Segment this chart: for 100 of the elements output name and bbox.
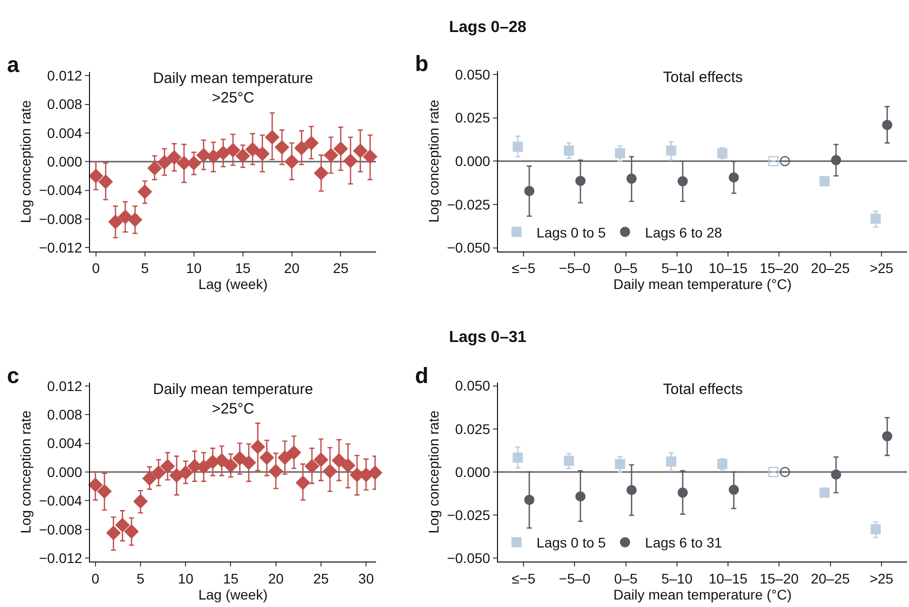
point (178, 466, 193, 480)
text: b (415, 51, 428, 76)
x-tick-label: 30 (358, 570, 374, 586)
text: Lags 0–28 (449, 19, 526, 36)
x-tick-label: 15–20 (760, 570, 799, 586)
x-axis-title: Daily mean temperature (°C) (613, 276, 792, 292)
point (314, 452, 328, 467)
text: d (415, 363, 428, 388)
y-tick-label: 0.050 (455, 66, 490, 82)
point (363, 150, 378, 164)
y-tick-label: −0.050 (446, 240, 490, 256)
point (97, 484, 112, 498)
x-tick-label: 25 (313, 570, 329, 586)
y-tick-label: −0.025 (446, 196, 490, 212)
point (353, 144, 368, 158)
point (284, 154, 299, 169)
y-tick-label: 0.025 (455, 110, 490, 126)
chart-title: Total effects (663, 69, 743, 86)
text: Daily mean temperature >25°C (153, 381, 314, 418)
point (118, 210, 132, 224)
x-tick-label: 5 (136, 570, 145, 586)
x-tick-label: 0–5 (614, 260, 638, 276)
x-tick-label: −5–0 (558, 570, 591, 586)
x-tick-label: 25 (332, 260, 349, 276)
point (106, 526, 121, 540)
legend-label: Lags 6 to 31 (645, 534, 722, 551)
y-tick-label: 0.004 (47, 124, 82, 141)
point (160, 459, 175, 474)
chart-title: Total effects (663, 381, 743, 398)
point (334, 142, 348, 156)
point (265, 130, 280, 144)
point (224, 458, 238, 473)
point (148, 161, 162, 176)
point (214, 453, 229, 468)
legend-label: Lags 0 to 5 (536, 224, 606, 240)
y-tick-label: 0.004 (47, 435, 82, 452)
y-axis-title: Log conception rate (18, 410, 34, 534)
x-tick-label: 15–20 (760, 260, 799, 276)
x-tick-label: 10 (186, 260, 202, 276)
point (88, 478, 103, 492)
x-tick-label: >25 (870, 570, 894, 586)
point (133, 494, 148, 508)
point (206, 150, 221, 164)
x-tick-label: ≤−5 (512, 260, 536, 276)
y-tick-label: −0.025 (446, 506, 490, 523)
point (286, 446, 301, 460)
point (138, 184, 152, 199)
point (196, 148, 211, 162)
x-tick-label: −5–0 (558, 260, 591, 276)
legend-label: Lags 0 to 5 (536, 534, 606, 551)
y-tick-label: −0.050 (446, 550, 490, 566)
text: c (7, 363, 20, 388)
y-tick-label: −0.008 (38, 521, 82, 538)
y-tick-label: 0.008 (47, 96, 82, 112)
point (115, 518, 130, 532)
y-tick-label: −0.008 (38, 210, 82, 227)
y-tick-label: 0.000 (455, 153, 490, 170)
x-axis-title: Daily mean temperature (°C) (613, 586, 792, 602)
point (343, 154, 358, 168)
x-tick-label: 5–10 (661, 260, 693, 276)
x-tick-label: 20–25 (810, 570, 850, 586)
x-tick-label: >25 (870, 260, 894, 276)
text: a (7, 52, 20, 77)
x-axis-title: Lag (week) (198, 586, 268, 602)
point (245, 142, 260, 157)
point (368, 466, 382, 480)
x-tick-label: 5 (140, 260, 149, 276)
y-tick-label: 0.050 (455, 378, 490, 394)
point (226, 143, 240, 158)
y-tick-label: 0.000 (47, 464, 82, 480)
text: Lags 0–31 (449, 329, 526, 346)
point (274, 140, 290, 154)
x-tick-label: 20 (284, 260, 300, 276)
point (340, 458, 356, 473)
y-axis-title: Log conception rate (18, 100, 34, 224)
point (304, 459, 320, 474)
x-tick-label: 5–10 (661, 570, 693, 586)
point (324, 148, 338, 162)
point (157, 155, 172, 170)
legend-label: Lags 6 to 28 (645, 224, 722, 240)
y-tick-label: 0.000 (455, 464, 490, 480)
point (294, 140, 309, 156)
x-axis-title: Lag (week) (198, 276, 268, 292)
point (124, 524, 139, 539)
point (108, 214, 123, 229)
y-tick-label: 0.000 (47, 154, 82, 170)
x-tick-label: 0 (92, 260, 100, 276)
x-tick-label: 15 (235, 260, 251, 276)
y-tick-label: 0.012 (47, 67, 82, 84)
point (142, 471, 157, 486)
point (167, 150, 182, 164)
point (236, 148, 250, 163)
y-tick-label: 0.012 (47, 378, 82, 394)
x-tick-label: 10 (178, 570, 194, 586)
point (314, 166, 328, 180)
x-tick-label: ≤−5 (512, 570, 536, 586)
point (332, 453, 346, 468)
x-tick-label: 10–15 (708, 260, 748, 276)
point (304, 136, 318, 150)
x-tick-label: 20 (268, 570, 284, 586)
